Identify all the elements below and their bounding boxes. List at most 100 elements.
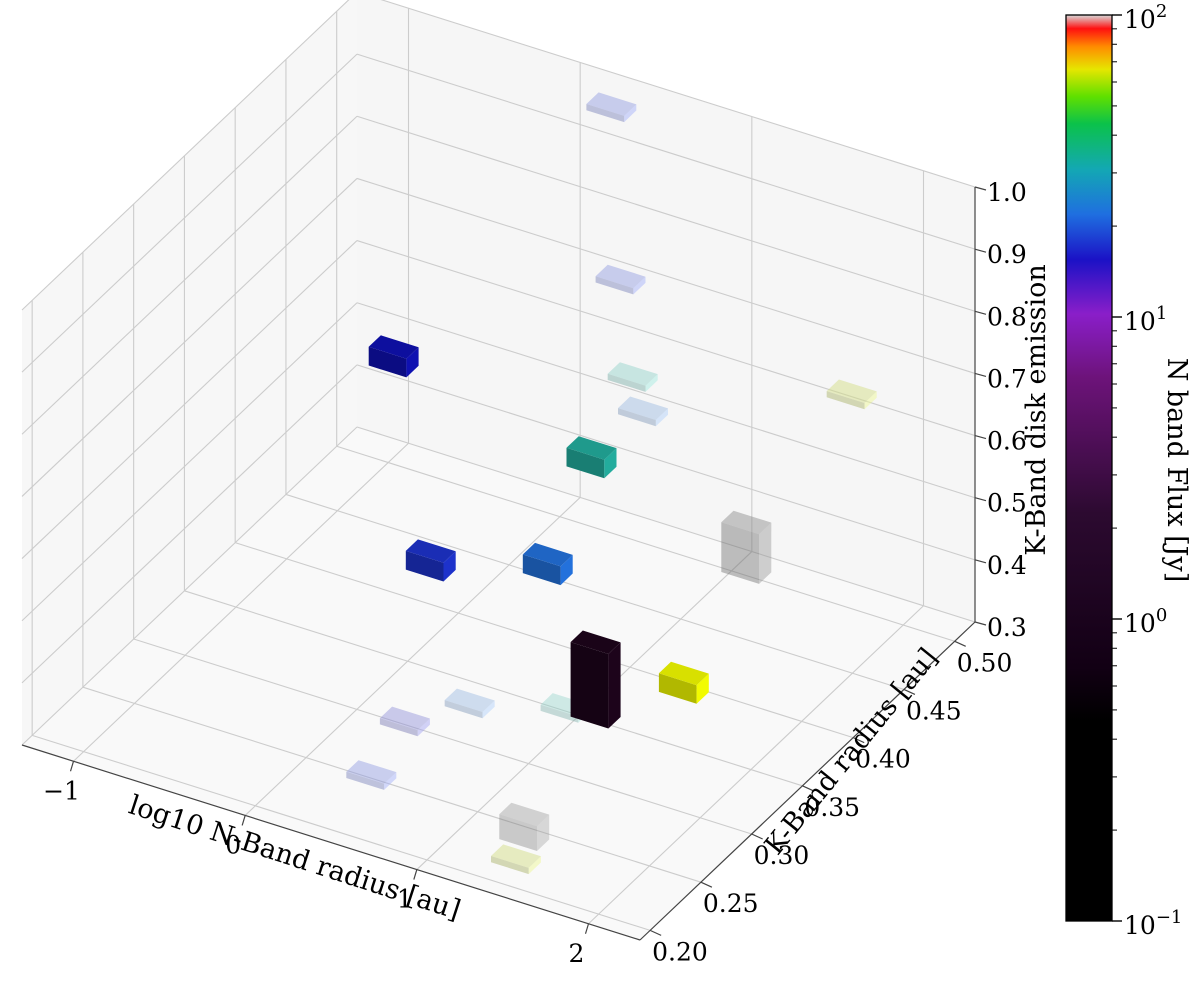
bar-side-face xyxy=(759,522,772,584)
grid-line xyxy=(356,115,976,312)
bar-side-face xyxy=(482,700,495,719)
bar-front-face xyxy=(721,522,760,584)
grid-line xyxy=(235,542,854,739)
x-tick-mark xyxy=(69,761,75,772)
bar-top-face xyxy=(658,661,709,686)
grid-line xyxy=(21,115,358,435)
bar-top-face xyxy=(405,539,456,563)
z-tick-labels: 0.3 0.4 0.5 0.6 0.7 0.8 0.9 1.0 xyxy=(987,178,1027,642)
z-axis-label: K-Band disk emission xyxy=(1021,264,1052,555)
bar xyxy=(570,630,621,729)
x-axis-line xyxy=(21,744,641,941)
x-tick-mark xyxy=(241,815,246,826)
z-tick-label: 0.7 xyxy=(987,364,1027,393)
grid-line xyxy=(356,53,976,250)
grid-line xyxy=(244,497,581,816)
y-tick-mark xyxy=(954,640,966,647)
y-tick-label: 0.50 xyxy=(957,648,1013,677)
bar-front-face xyxy=(607,373,646,392)
grid-line xyxy=(356,364,976,561)
bar-top-face xyxy=(595,264,646,289)
grid-line xyxy=(31,734,651,931)
bar xyxy=(566,436,617,479)
x-tick-label: 2 xyxy=(569,939,585,968)
y-tick-mark xyxy=(700,881,713,888)
colorbar: 102 101 100 10−1 N band Flux [Jy] xyxy=(1065,1,1192,940)
bar xyxy=(499,802,550,851)
bar-side-face xyxy=(864,391,877,410)
bar-side-face xyxy=(417,718,430,737)
z-tick-mark xyxy=(974,372,987,378)
z-tick-label: 0.8 xyxy=(987,302,1027,331)
bar-top-face xyxy=(607,362,658,386)
bar-side-face xyxy=(655,408,668,427)
bar xyxy=(826,379,877,410)
y-tick-label: 0.35 xyxy=(804,793,860,822)
z-tick-mark xyxy=(974,621,987,626)
z-tick-mark xyxy=(974,497,987,502)
grid-line xyxy=(356,302,976,499)
grid-line xyxy=(336,445,955,642)
z-tick-label: 0.4 xyxy=(987,551,1027,580)
bar xyxy=(444,688,495,719)
bar xyxy=(618,396,668,427)
y-tick-mark xyxy=(903,688,916,696)
x-tick-label: 1 xyxy=(397,885,413,914)
bar-top-face xyxy=(721,510,772,535)
x-tick-labels: −1 0 1 2 xyxy=(43,776,584,968)
grid-line xyxy=(21,240,358,559)
y-tick-labels: 0.20 0.25 0.30 0.35 0.40 0.45 0.50 xyxy=(652,648,1012,966)
z-tick-label: 0.9 xyxy=(987,240,1027,269)
grid-line xyxy=(21,53,358,373)
axes-panes xyxy=(22,0,975,940)
grid-line xyxy=(21,364,358,684)
bar-front-face xyxy=(346,771,385,790)
bar-side-face xyxy=(384,772,397,790)
grid-line xyxy=(21,426,358,746)
grid-line xyxy=(356,240,976,437)
bars xyxy=(346,92,877,875)
y-axis-line xyxy=(639,621,976,941)
grid-line xyxy=(184,590,803,787)
bar-front-face xyxy=(491,856,529,875)
bar-front-face xyxy=(368,346,407,378)
grid-line xyxy=(285,493,905,690)
bar xyxy=(379,706,430,737)
grid-line xyxy=(133,638,752,835)
colorbar-tick-label: 10−1 xyxy=(1124,907,1182,940)
colorbar-tick-label: 102 xyxy=(1124,1,1167,34)
bar-front-face xyxy=(379,718,418,737)
grid-line xyxy=(21,178,358,497)
colorbar-fill xyxy=(1066,15,1112,921)
y-tick-label: 0.30 xyxy=(754,841,810,870)
bar xyxy=(658,661,709,704)
grid-line xyxy=(73,442,409,762)
z-tick-mark xyxy=(974,310,987,315)
bar-side-face xyxy=(608,642,621,729)
bar xyxy=(586,92,637,123)
z-tick-mark xyxy=(974,248,987,253)
bar-side-face xyxy=(443,551,456,582)
bar-front-face xyxy=(618,408,656,427)
colorbar-frame xyxy=(1065,14,1113,922)
grid-line xyxy=(380,0,976,188)
y-tick-label: 0.45 xyxy=(906,696,962,725)
bar xyxy=(491,844,541,875)
z-tick-label: 1.0 xyxy=(987,178,1027,207)
bar-top-face xyxy=(522,542,573,567)
bar-side-face xyxy=(633,276,646,295)
bar-front-face xyxy=(405,550,444,582)
bar-front-face xyxy=(586,104,625,123)
bar-top-face xyxy=(499,802,550,827)
z-tick-label: 0.6 xyxy=(987,427,1027,456)
bar xyxy=(368,335,419,378)
grid-line xyxy=(356,177,976,374)
bar xyxy=(595,264,646,295)
x-tick-label: −1 xyxy=(43,776,80,805)
y-tick-label: 0.20 xyxy=(652,937,708,966)
bar xyxy=(405,539,456,582)
bar-top-face xyxy=(826,379,877,403)
bar-top-face xyxy=(491,844,541,868)
y-tick-mark xyxy=(802,785,814,792)
